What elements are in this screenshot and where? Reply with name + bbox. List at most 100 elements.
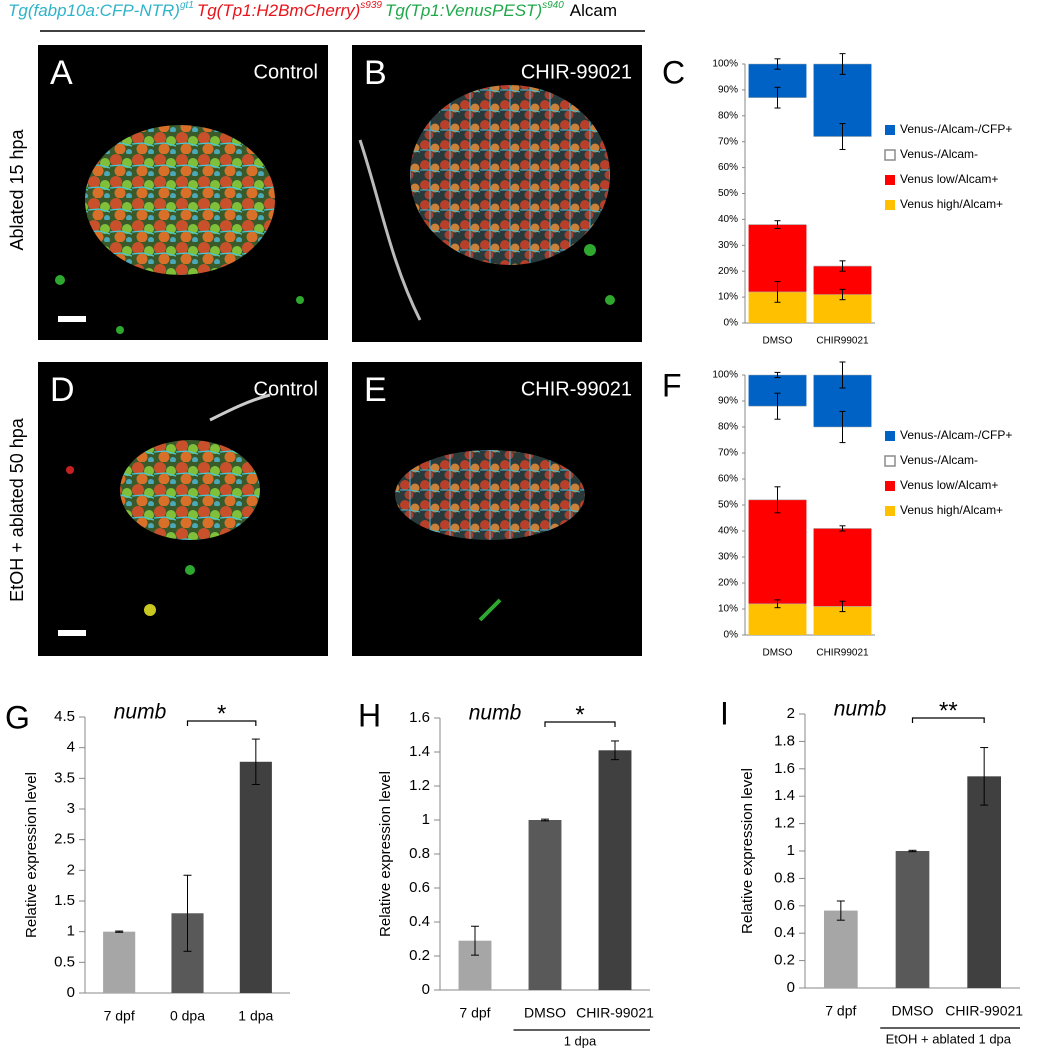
y-tick-label: 0.5 [54, 953, 75, 970]
header-text: Tg(fabp10a:CFP-NTR)gt1 Tg(Tp1:H2BmCherry)… [8, 0, 617, 20]
legend-swatch [885, 506, 895, 516]
panel-letter: A [50, 54, 73, 92]
legend-label: Venus high/Alcam+ [900, 503, 1003, 517]
y-tick-label: 0% [724, 630, 739, 641]
image-e [352, 362, 642, 656]
bar [239, 761, 272, 993]
y-tick-label: 0.8 [409, 845, 430, 862]
y-tick-label: 1.5 [54, 892, 75, 909]
bar-segment [748, 224, 807, 292]
y-tick-label: 10% [718, 604, 738, 615]
x-tick-label: 7 dpf [459, 1005, 490, 1021]
x-tick-label: 0 dpa [170, 1008, 205, 1024]
panel-letter: C [662, 54, 685, 90]
image-a [38, 45, 328, 340]
y-tick-label: 2 [67, 861, 75, 878]
legend-label: Venus-/Alcam-/CFP+ [900, 428, 1012, 442]
x-tick-label: 1 dpa [238, 1008, 273, 1024]
y-tick-label: 0 [422, 981, 430, 998]
panel-letter: D [50, 371, 75, 409]
legend-label: Venus low/Alcam+ [900, 478, 998, 492]
group-label: 1 dpa [564, 1033, 597, 1048]
y-tick-label: 1 [787, 842, 795, 859]
y-tick-label: 90% [718, 396, 738, 407]
x-tick-label: 7 dpf [104, 1008, 135, 1024]
y-tick-label: 0 [67, 984, 75, 1001]
y-tick-label: 4.5 [54, 708, 75, 725]
y-tick-label: 80% [718, 110, 738, 121]
bar-segment [813, 136, 872, 267]
panel-letter: E [364, 371, 387, 409]
x-tick-label: DMSO [763, 648, 793, 659]
y-tick-label: 0.6 [409, 879, 430, 896]
legend-swatch [884, 455, 896, 467]
bar-segment [748, 406, 807, 500]
header-line: Tg(Tp1:H2BmCherry) [197, 1, 360, 20]
y-tick-label: 4 [67, 739, 75, 756]
y-axis-label: Relative expression level [739, 768, 756, 934]
legend-label: Venus-/Alcam- [900, 453, 978, 467]
y-tick-label: 80% [718, 422, 738, 433]
legend-label: Venus high/Alcam+ [900, 197, 1003, 211]
y-tick-label: 3.5 [54, 769, 75, 786]
header-line: Tg(fabp10a:CFP-NTR) [8, 1, 180, 20]
panel-letter: F [662, 367, 682, 403]
y-tick-label: 40% [718, 526, 738, 537]
bar-segment [748, 603, 807, 635]
y-tick-label: 1.6 [409, 709, 430, 726]
significance-bracket [544, 721, 616, 727]
y-tick-label: 60% [718, 162, 738, 173]
group-label: EtOH + ablated 1 dpa [886, 1031, 1012, 1046]
y-tick-label: 0.8 [774, 869, 795, 886]
bar [528, 820, 562, 990]
y-tick-label: 0.2 [774, 952, 795, 969]
bar-segment [748, 97, 807, 225]
x-tick-label: CHIR99021 [816, 648, 869, 659]
y-tick-label: 0.4 [774, 924, 795, 941]
legend-swatch [885, 481, 895, 491]
significance-label: * [217, 700, 226, 727]
y-tick-label: 20% [718, 266, 738, 277]
x-tick-label: CHIR-99021 [576, 1005, 654, 1021]
legend-swatch [885, 125, 895, 135]
y-tick-label: 100% [712, 370, 738, 381]
panel-letter: I [720, 695, 729, 731]
image-d [38, 362, 328, 656]
y-tick-label: 2 [787, 705, 795, 722]
y-tick-label: 0.6 [774, 897, 795, 914]
row-label: Ablated 15 hpa [7, 128, 27, 250]
legend-swatch [885, 200, 895, 210]
y-tick-label: 3 [67, 800, 75, 817]
y-tick-label: 1.8 [774, 732, 795, 749]
chart-title: numb [834, 698, 887, 721]
y-tick-label: 90% [718, 85, 738, 96]
legend-label: Venus low/Alcam+ [900, 172, 998, 186]
panel-letter: B [364, 54, 387, 92]
y-tick-label: 1 [67, 923, 75, 940]
chart-title: numb [114, 701, 167, 724]
header-line: Tg(Tp1:VenusPEST) [385, 1, 542, 20]
bar [823, 910, 858, 988]
y-tick-label: 2.5 [54, 831, 75, 848]
bar [598, 750, 632, 990]
header-line: Alcam [570, 1, 617, 20]
y-tick-label: 10% [718, 292, 738, 303]
y-tick-label: 0 [787, 979, 795, 996]
y-tick-label: 0% [724, 318, 739, 329]
image-label: CHIR-99021 [521, 378, 632, 400]
y-tick-label: 1.2 [409, 777, 430, 794]
x-tick-label: DMSO [524, 1005, 566, 1021]
y-tick-label: 1.4 [774, 787, 795, 804]
x-tick-label: CHIR99021 [816, 336, 869, 347]
y-axis-label: Relative expression level [23, 772, 40, 938]
y-tick-label: 30% [718, 240, 738, 251]
y-tick-label: 0.4 [409, 913, 430, 930]
row-label: EtOH + ablated 50 hpa [7, 417, 27, 602]
y-tick-label: 50% [718, 500, 738, 511]
significance-label: * [575, 701, 584, 728]
y-tick-label: 50% [718, 188, 738, 199]
y-tick-label: 1 [422, 811, 430, 828]
significance-label: ** [939, 697, 958, 724]
legend-label: Venus-/Alcam- [900, 147, 978, 161]
